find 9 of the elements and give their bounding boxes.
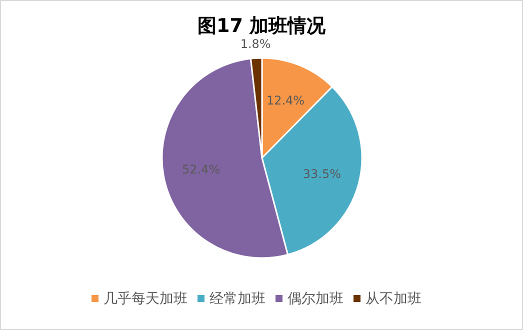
- chart-title: 图17 加班情况: [197, 15, 327, 37]
- legend-label: 几乎每天加班: [104, 291, 188, 307]
- data-label: 1.8%: [240, 37, 271, 52]
- data-label: 33.5%: [302, 166, 341, 181]
- legend-label: 偶尔加班: [288, 291, 344, 307]
- data-label: 52.4%: [182, 162, 220, 177]
- legend-label: 经常加班: [210, 291, 266, 307]
- legend-label: 从不加班: [366, 291, 422, 307]
- data-label: 12.4%: [266, 94, 305, 108]
